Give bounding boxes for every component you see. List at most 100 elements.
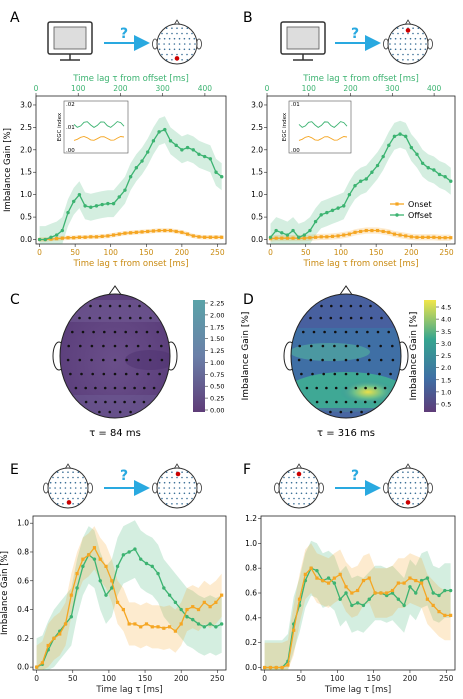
data-point-onset [415,235,419,239]
electrode-dot [113,400,117,404]
electrode-dot [360,410,363,414]
electrode-dot [193,481,196,484]
electrode-dot [370,316,373,320]
electrode-dot [59,492,62,495]
data-point-offset [69,615,74,619]
electrode-dot [165,27,168,30]
electrode-dot [329,316,333,320]
electrode-dot [158,492,161,495]
x-axis-label: Time lag τ [ms] [324,685,391,695]
data-point-offset [432,168,436,172]
data-point-onset [151,229,156,233]
data-point-onset [77,235,82,239]
electrode-dot [414,37,417,40]
electrode-dot [354,386,358,390]
electrode-dot [366,330,369,334]
data-point-onset [179,622,183,626]
data-point-onset [117,232,121,236]
data-point-onset [98,557,102,561]
electrode-dot [297,358,301,362]
electrode-dot [409,48,412,51]
electrode-dot [417,503,420,505]
electrode-dot [335,400,338,404]
electrode-dot [133,400,136,404]
colorbar-tick-label: 0.75 [210,371,224,379]
electrode-dot [142,400,146,404]
data-point-offset [92,557,97,561]
y-tick-label: 0.6 [17,576,29,585]
electrode-dot [422,32,424,35]
data-point-onset [94,235,99,239]
electrode-dot [396,503,399,505]
electrode-dot [305,492,308,495]
data-point-onset [144,622,149,626]
electrode-dot [303,471,305,474]
data-point-onset [104,564,108,568]
electrode-dot [194,43,196,45]
electrode-dot [380,316,383,320]
electrode-dot [293,476,295,479]
data-point-offset [308,228,312,233]
data-point-offset [197,152,201,157]
electrode-dot [67,471,69,474]
y-tick-label: 2.5 [251,123,263,132]
electrode-dot [305,487,308,489]
electrode-dot [165,59,168,61]
electrode-dot [79,481,82,484]
electrode-dot [102,358,105,362]
electrode-dot [349,316,353,320]
y-tick-label: 0.6 [245,589,257,598]
colorbar-tick-label: 1.00 [210,359,224,367]
electrode-dot [129,410,132,414]
head-diagram-f-target [383,463,433,509]
electrode-dot [186,53,188,56]
data-point-onset [111,233,116,237]
electrode-dot [74,386,78,390]
electrode-dot [407,59,409,61]
electrode-dot [412,59,414,61]
electrode-dot [298,497,300,500]
x-tick-label: 50 [296,674,306,683]
electrode-dot [290,492,293,495]
data-point-onset [196,607,201,612]
data-point-offset [285,233,290,237]
electrode-dot [322,372,326,376]
data-point-offset [443,588,447,593]
electrode-dot [310,481,313,484]
data-point-onset [66,236,70,240]
electrode-dot [300,372,303,376]
colorbar-tick-label: 1.75 [210,323,224,331]
data-point-onset [432,235,436,239]
electrode-dot [321,344,325,348]
electrode-dot [54,487,56,489]
colorbar-tick-label: 2.5 [441,352,451,360]
data-point-offset [66,210,70,215]
electrode-dot [181,53,183,56]
electrode-dot [173,487,176,489]
electrode-dot [412,503,414,505]
data-point-onset [49,237,53,241]
data-point-onset [127,622,131,626]
electrode-dot [188,492,191,495]
colorbar-tick-label: 3.0 [441,340,451,348]
y-tick-label: 0.5 [251,213,263,222]
electrode-dot [82,476,84,479]
data-point-onset [174,229,178,234]
electrode-dot [293,497,295,500]
electrode-dot [424,492,427,495]
data-point-offset [325,210,329,215]
electrode-dot [344,358,348,362]
x-axis-label: Time lag τ from onset [ms] [302,259,418,269]
data-point-onset [449,613,453,617]
electrode-dot [176,32,178,35]
electrode-dot [113,372,117,376]
electrode-dot [163,48,166,51]
data-point-offset [37,237,42,242]
data-point-offset [220,175,224,179]
inset-tick-label: .00 [291,148,300,154]
data-point-offset [274,228,278,233]
electrode-dot [325,386,328,390]
inset-tick-label: .02 [66,102,75,108]
electrode-dot [94,400,97,404]
electrode-dot [183,481,186,484]
